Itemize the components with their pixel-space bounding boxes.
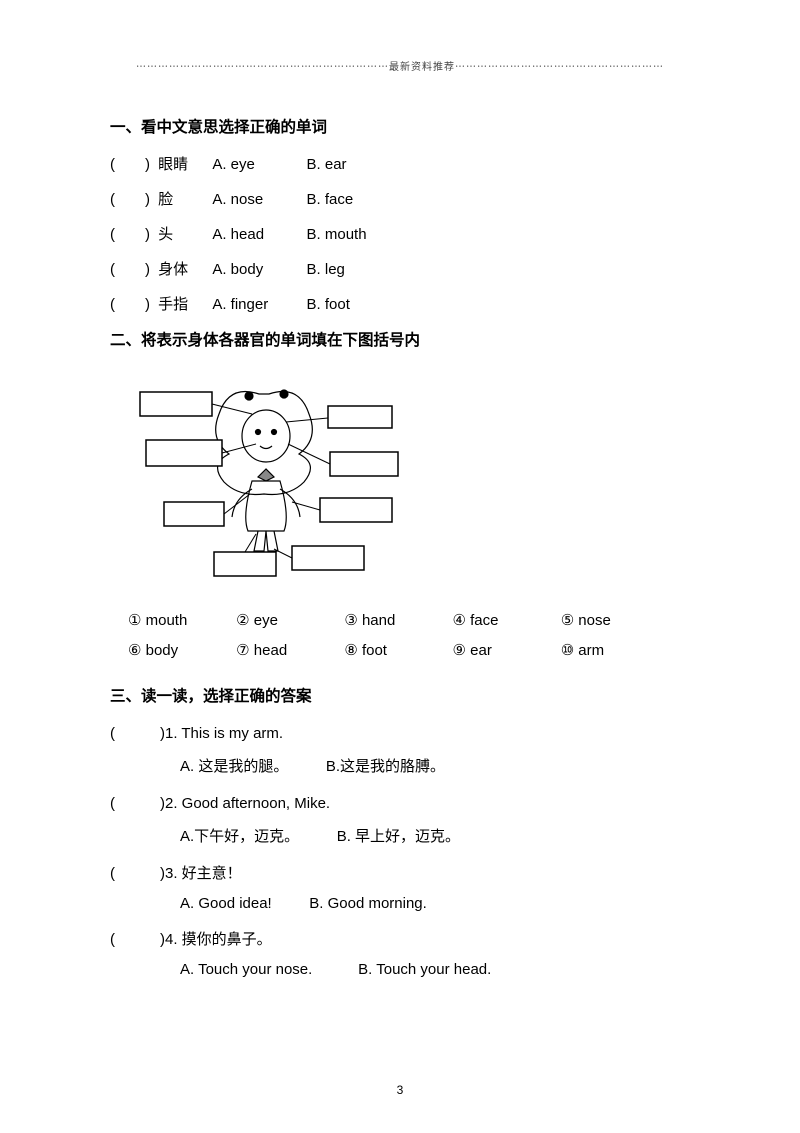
s3-item-2: ( )3. 好主意！ A. Good idea! B. Good morning…: [110, 862, 690, 912]
s1-row-1: ( ) 脸 A. nose B. face: [110, 188, 690, 209]
header-dotted-line: ⋯⋯⋯⋯⋯⋯⋯⋯⋯⋯⋯⋯⋯⋯⋯⋯⋯⋯⋯⋯⋯⋯⋯最新资料推荐⋯⋯⋯⋯⋯⋯⋯⋯⋯⋯⋯…: [0, 58, 800, 73]
s1-row-3: ( ) 身体 A. body B. leg: [110, 258, 690, 279]
option-a: A. head: [212, 226, 302, 243]
section1-title: 一、看中文意思选择正确的单词: [110, 115, 690, 137]
option-b: B. leg: [307, 261, 397, 278]
wb-item: ⑥ body: [128, 636, 232, 666]
paren[interactable]: ( ): [110, 293, 154, 314]
wb-item: ⑤ nose: [561, 606, 665, 636]
option-a: A. Good idea!: [180, 895, 272, 912]
wb-item: ② eye: [236, 606, 340, 636]
section2-title: 二、将表示身体各器官的单词填在下图括号内: [110, 328, 690, 350]
paren[interactable]: ( ): [110, 223, 154, 244]
option-b: B. face: [307, 191, 397, 208]
cn-word: 头: [158, 223, 208, 244]
option-b: B. ear: [307, 156, 397, 173]
option-a: A. 这是我的腿。: [180, 758, 288, 775]
option-b: B. Touch your head.: [358, 961, 491, 978]
wb-item: ④ face: [453, 606, 557, 636]
s3-item-0: ( )1. This is my arm. A. 这是我的腿。 B.这是我的胳膊…: [110, 722, 690, 776]
wb-item: ③ hand: [344, 606, 448, 636]
s1-row-0: ( ) 眼睛 A. eye B. ear: [110, 153, 690, 174]
body-parts-diagram: [124, 374, 434, 584]
s1-row-4: ( ) 手指 A. finger B. foot: [110, 293, 690, 314]
answers: A. Touch your nose. B. Touch your head.: [180, 961, 690, 978]
cn-word: 脸: [158, 188, 208, 209]
question[interactable]: ( )1. This is my arm.: [110, 722, 690, 743]
option-a: A. nose: [212, 191, 302, 208]
question[interactable]: ( )4. 摸你的鼻子。: [110, 928, 690, 949]
question[interactable]: ( )3. 好主意！: [110, 862, 690, 883]
paren[interactable]: ( ): [110, 188, 154, 209]
wb-item: ⑨ ear: [453, 636, 557, 666]
option-b: B. mouth: [307, 226, 397, 243]
wb-item: ⑩ arm: [561, 636, 665, 666]
section3-title: 三、读一读，选择正确的答案: [110, 684, 690, 706]
main-content: 一、看中文意思选择正确的单词 ( ) 眼睛 A. eye B. ear ( ) …: [110, 115, 690, 978]
word-bank: ① mouth ② eye ③ hand ④ face ⑤ nose ⑥ bod…: [128, 606, 690, 666]
question[interactable]: ( )2. Good afternoon, Mike.: [110, 792, 690, 813]
option-b: B.这是我的胳膊。: [326, 758, 445, 775]
wb-item: ⑦ head: [236, 636, 340, 666]
option-a: A.下午好，迈克。: [180, 828, 299, 845]
option-a: A. body: [212, 261, 302, 278]
answers: A. Good idea! B. Good morning.: [180, 895, 690, 912]
cn-word: 手指: [158, 293, 208, 314]
s1-row-2: ( ) 头 A. head B. mouth: [110, 223, 690, 244]
option-a: A. eye: [212, 156, 302, 173]
answers: A. 这是我的腿。 B.这是我的胳膊。: [180, 755, 690, 776]
answers: A.下午好，迈克。 B. 早上好，迈克。: [180, 825, 690, 846]
s3-item-3: ( )4. 摸你的鼻子。 A. Touch your nose. B. Touc…: [110, 928, 690, 978]
option-b: B. Good morning.: [309, 895, 427, 912]
option-b: B. 早上好，迈克。: [337, 828, 460, 845]
paren[interactable]: ( ): [110, 153, 154, 174]
option-a: A. Touch your nose.: [180, 961, 312, 978]
wb-item: ⑧ foot: [344, 636, 448, 666]
cn-word: 眼睛: [158, 153, 208, 174]
option-a: A. finger: [212, 296, 302, 313]
page-number: 3: [0, 1083, 800, 1097]
wb-item: ① mouth: [128, 606, 232, 636]
option-b: B. foot: [307, 296, 397, 313]
paren[interactable]: ( ): [110, 258, 154, 279]
s3-item-1: ( )2. Good afternoon, Mike. A.下午好，迈克。 B.…: [110, 792, 690, 846]
cn-word: 身体: [158, 258, 208, 279]
